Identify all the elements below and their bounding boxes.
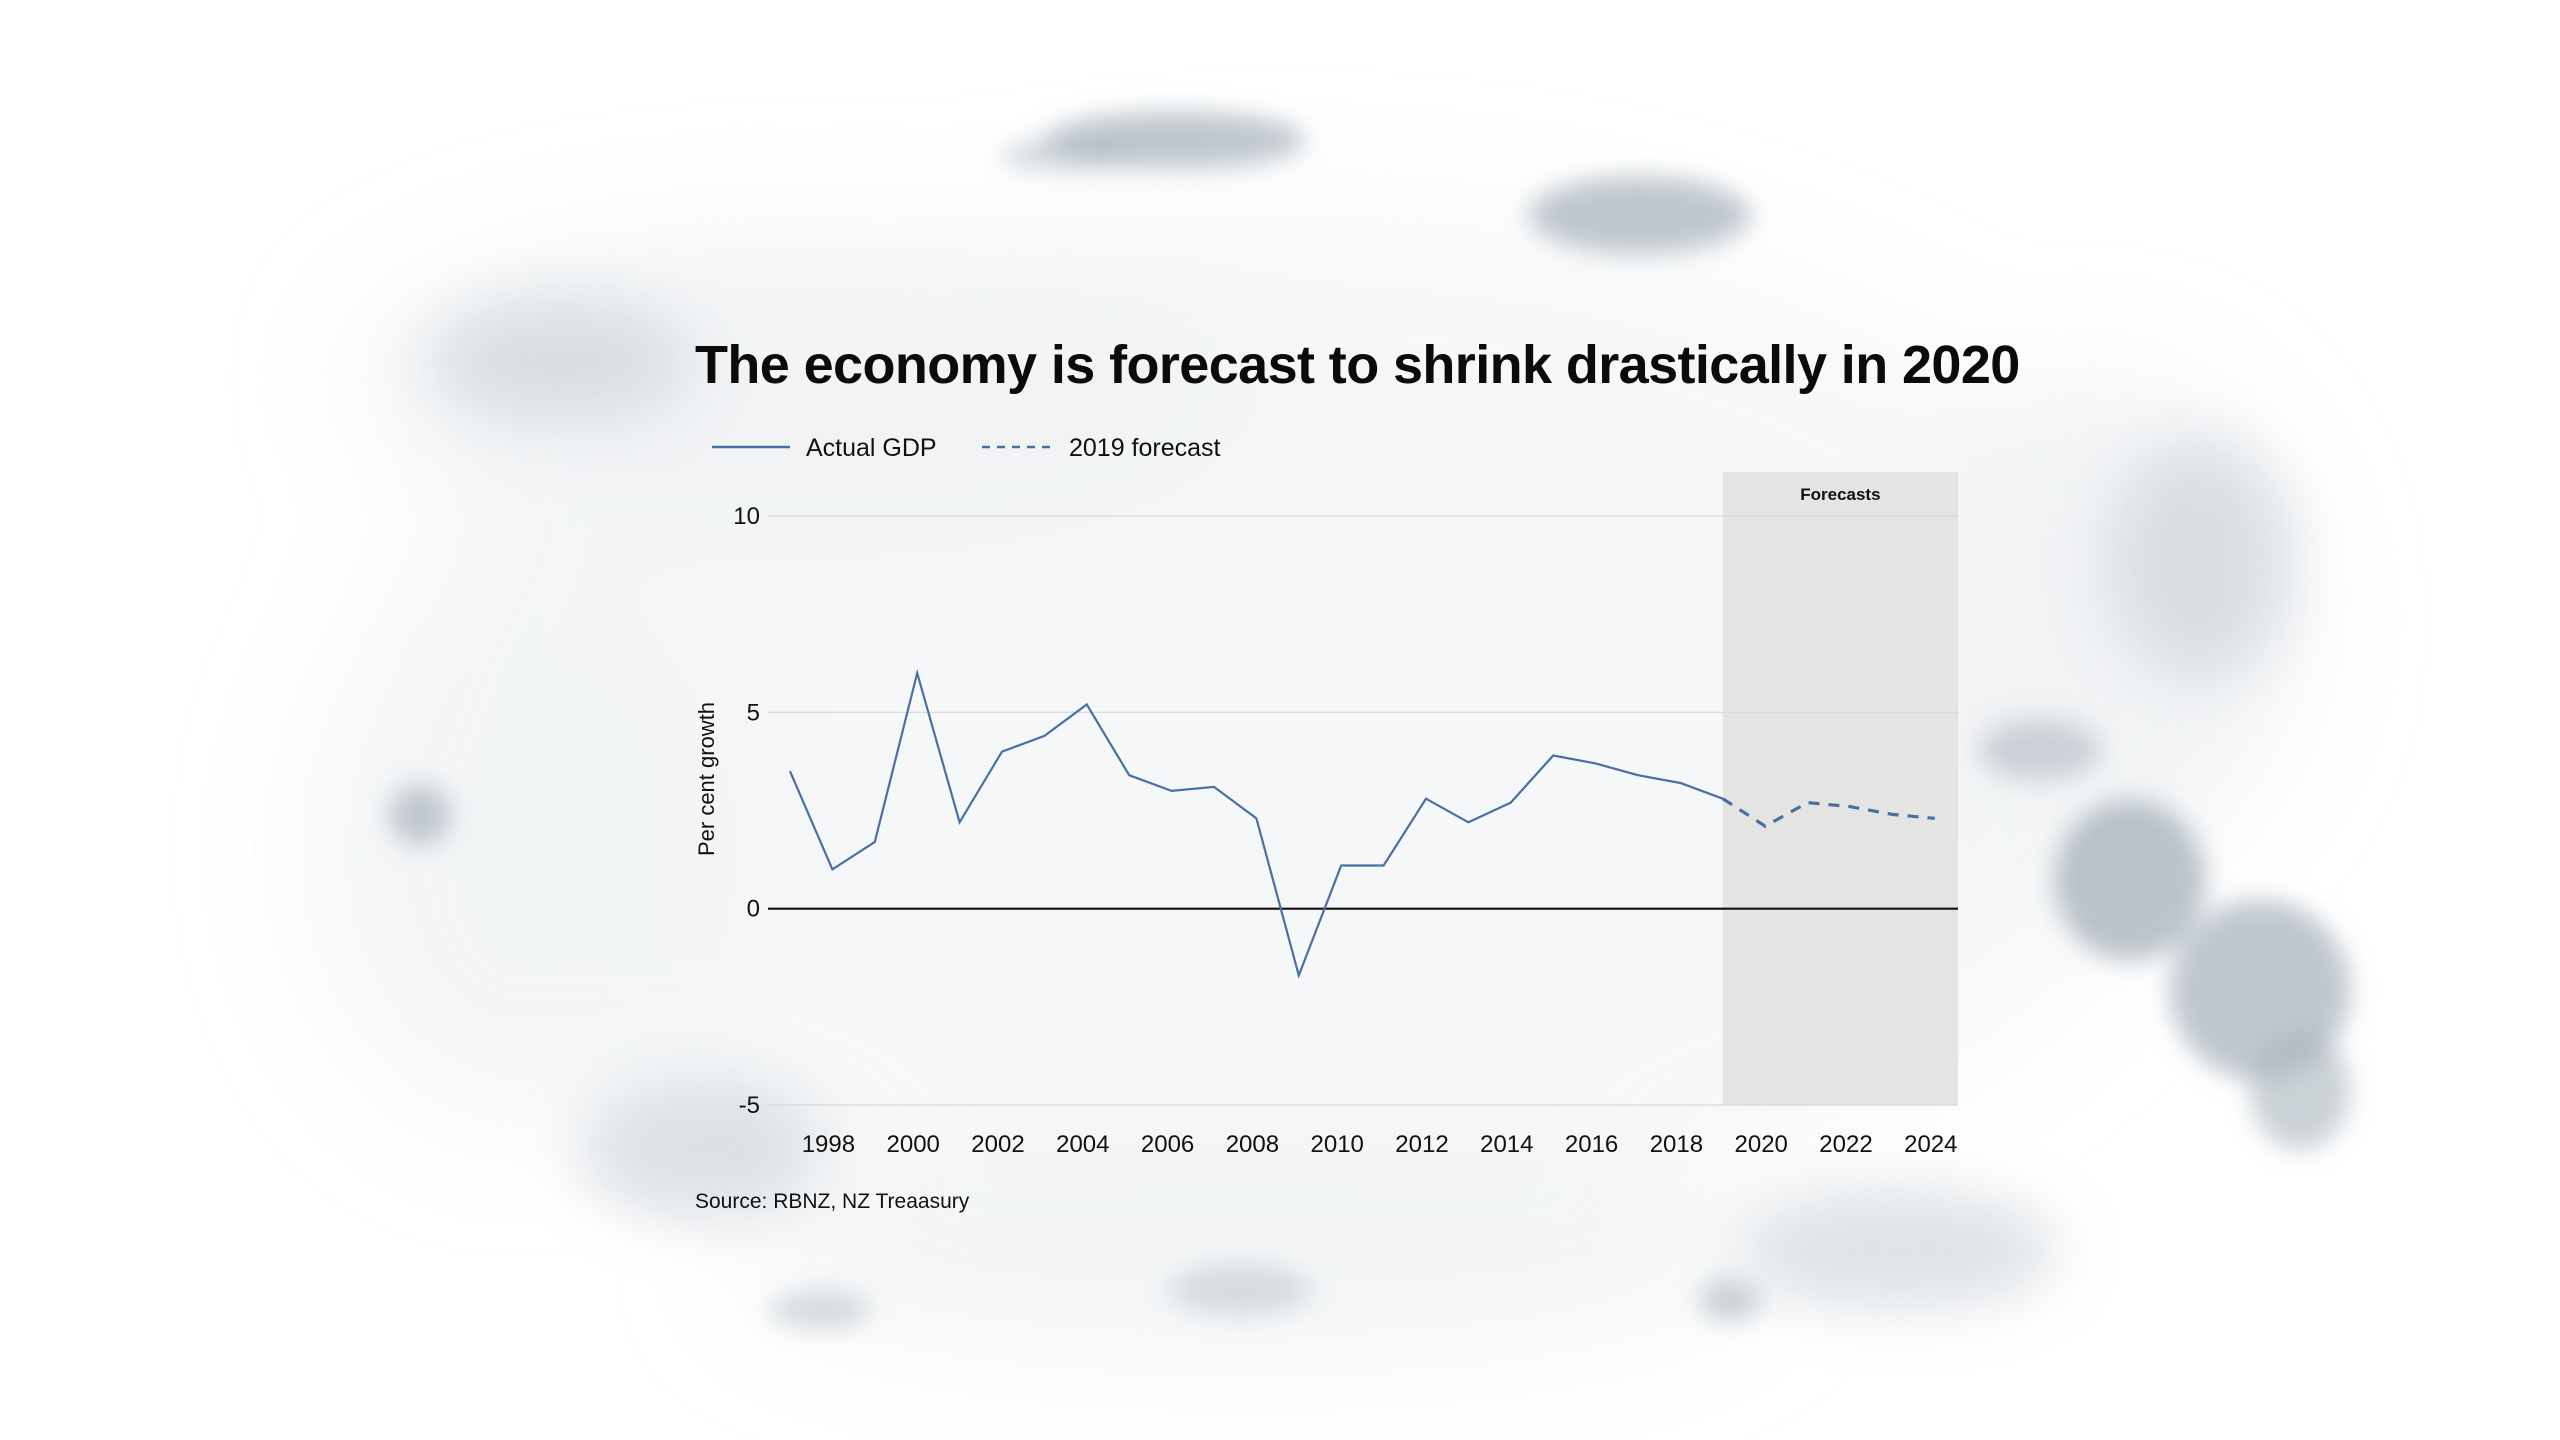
y-tick-label: 10 — [733, 503, 760, 530]
x-tick-label: 1998 — [802, 1131, 855, 1158]
x-tick-label: 2002 — [971, 1131, 1024, 1158]
x-tick-label: 2022 — [1819, 1131, 1872, 1158]
x-tick-label: 2016 — [1565, 1131, 1618, 1158]
x-tick-label: 2004 — [1056, 1131, 1109, 1158]
forecast-region-label: Forecasts — [1800, 485, 1880, 504]
legend: Actual GDP 2019 forecast — [712, 434, 1221, 462]
legend-item-forecast: 2019 forecast — [982, 434, 1221, 462]
x-tick-label: 2006 — [1141, 1131, 1194, 1158]
x-tick-label: 2000 — [887, 1131, 940, 1158]
series-line-forecast — [1721, 797, 1935, 829]
y-tick-label: 5 — [747, 699, 760, 726]
gridlines — [768, 515, 1958, 1106]
y-tick-label: 0 — [747, 896, 760, 923]
chart-title: The economy is forecast to shrink drasti… — [695, 335, 2020, 395]
x-tick-label: 2008 — [1226, 1131, 1279, 1158]
x-tick-label: 2012 — [1395, 1131, 1448, 1158]
x-tick-label: 2020 — [1735, 1131, 1788, 1158]
series-line-actual-gdp — [788, 668, 1724, 979]
source-note: Source: RBNZ, NZ Treaasury — [695, 1190, 970, 1213]
legend-item-actual-gdp: Actual GDP — [712, 434, 937, 462]
x-tick-label: 2014 — [1480, 1131, 1533, 1158]
x-axis-ticks: 1998 2000 2002 2004 2006 2008 2010 2012 2014 2016… — [802, 1131, 1958, 1158]
x-tick-label: 2024 — [1904, 1131, 1957, 1158]
y-tick-label: -5 — [739, 1092, 760, 1119]
y-axis-label: Per cent growth — [694, 702, 719, 856]
x-tick-label: 2018 — [1650, 1131, 1703, 1158]
x-tick-label: 2010 — [1311, 1131, 1364, 1158]
forecast-shaded-region — [1722, 472, 1958, 1105]
legend-label-actual-gdp: Actual GDP — [806, 434, 937, 462]
series-lines — [788, 668, 1935, 979]
legend-label-forecast: 2019 forecast — [1069, 434, 1221, 462]
y-axis-ticks: 10 5 0 -5 — [733, 503, 760, 1119]
